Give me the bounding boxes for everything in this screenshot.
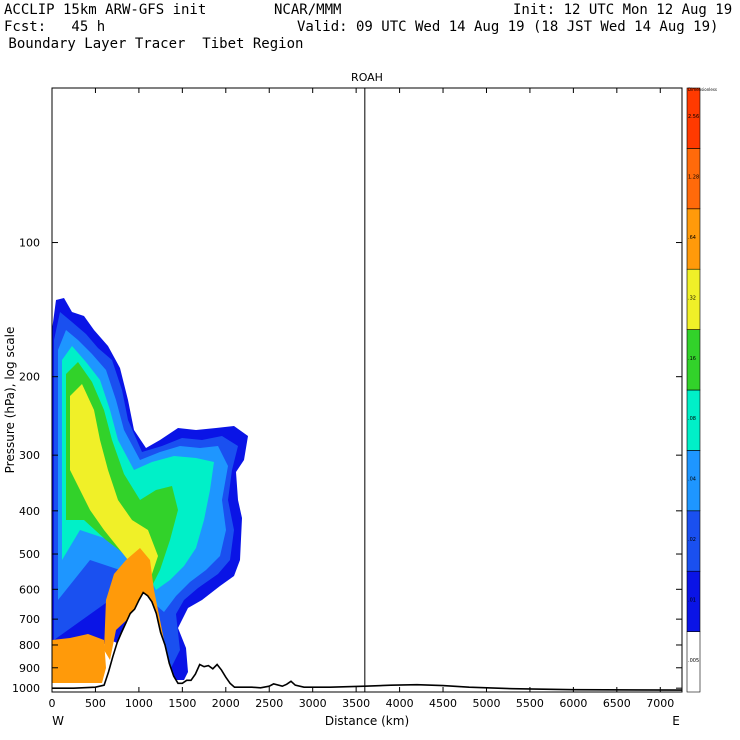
- x-tick-label: 7000: [646, 697, 674, 710]
- tracer-plume: [52, 298, 682, 692]
- header-line1-mid: NCAR/MMM: [274, 2, 342, 18]
- x-tick-label: 1000: [125, 697, 153, 710]
- x-tick-label: 2000: [212, 697, 240, 710]
- colorbar-label: 2.56: [688, 114, 699, 120]
- x-axis-label: Distance (km): [325, 714, 409, 728]
- colorbar-label: .32: [688, 295, 696, 301]
- y-tick-label: 1000: [12, 682, 40, 695]
- colorbar-label: .04: [688, 477, 696, 483]
- tracer-contour-7: [52, 634, 106, 683]
- x-tick-label: 3000: [299, 697, 327, 710]
- colorbar-swatch: [686, 87, 701, 149]
- tracer-contour-6: [104, 548, 164, 660]
- x-tick-label: 5500: [516, 697, 544, 710]
- x-tick-label: 3500: [342, 697, 370, 710]
- colorbar-label: .02: [688, 537, 696, 543]
- header-line2-left: Fcst: 45 h: [4, 19, 106, 35]
- header-line2-right: Valid: 09 UTC Wed 14 Aug 19 (18 JST Wed …: [297, 19, 719, 35]
- x-tick-label: 6000: [559, 697, 587, 710]
- y-tick-label: 100: [19, 237, 40, 250]
- y-tick-label: 200: [19, 371, 40, 384]
- below-ground-mask: [52, 592, 682, 692]
- colorbar-label: .08: [688, 416, 696, 422]
- colorbar-label: 1.28: [688, 175, 699, 181]
- x-tick-label: 2500: [255, 697, 283, 710]
- y-tick-label: 400: [19, 505, 40, 518]
- header-line1-left: ACCLIP 15km ARW-GFS init: [4, 2, 207, 18]
- y-axis-label: Pressure (hPa), log scale: [3, 327, 17, 474]
- x-east-label: E: [672, 714, 680, 728]
- colorbar-label: .16: [688, 356, 696, 362]
- y-tick-label: 600: [19, 583, 40, 596]
- x-tick-label: 0: [49, 697, 56, 710]
- x-tick-label: 5000: [472, 697, 500, 710]
- x-tick-label: 4000: [386, 697, 414, 710]
- x-tick-label: 6500: [603, 697, 631, 710]
- y-tick-label: 700: [19, 613, 40, 626]
- colorbar: .005 .01 .02 .04 .08 .16 .32 .64 1.28 2.56 Dimensi…: [686, 87, 717, 693]
- chart-title: ROAH: [351, 71, 383, 84]
- plot-frame: [51, 87, 683, 693]
- y-tick-label: 800: [19, 639, 40, 652]
- colorbar-label: .005: [688, 658, 699, 664]
- x-tick-label: 4500: [429, 697, 457, 710]
- header-line3: Boundary Layer Tracer Tibet Region: [0, 36, 304, 52]
- plot-frame-and-axes: ROAH 0 500 1000 1500 2000 2500 3000 3500 4000 4500…: [3, 71, 683, 728]
- y-tick-label: 900: [19, 662, 40, 675]
- y-tick-label: 300: [19, 449, 40, 462]
- y-tick-label: 500: [19, 548, 40, 561]
- colorbar-label: Dimensionless: [688, 87, 717, 92]
- x-west-label: W: [52, 714, 64, 728]
- x-tick-label: 500: [85, 697, 106, 710]
- tracer-contour-5: [70, 384, 158, 580]
- terrain-line: [52, 591, 683, 691]
- x-tick-label: 1500: [168, 697, 196, 710]
- colorbar-label: .01: [688, 597, 696, 603]
- colorbar-label: .64: [688, 235, 696, 241]
- header-line1-right: Init: 12 UTC Mon 12 Aug 19: [513, 2, 733, 18]
